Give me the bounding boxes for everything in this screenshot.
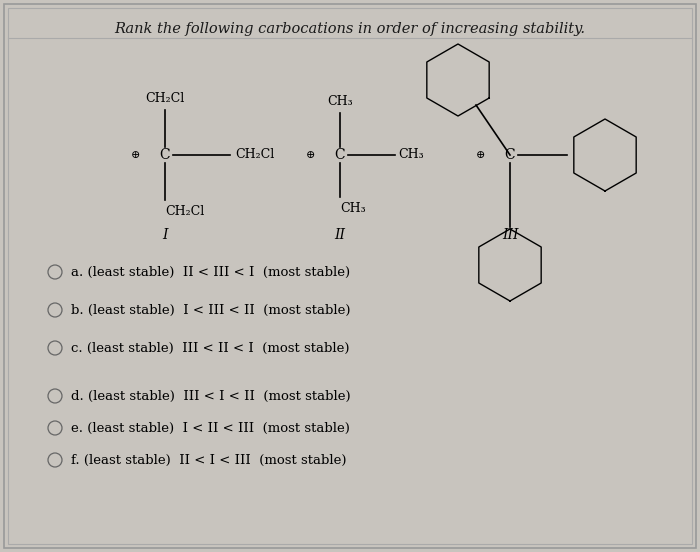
- Text: C: C: [160, 148, 170, 162]
- Text: CH₃: CH₃: [340, 202, 365, 215]
- Text: CH₂Cl: CH₂Cl: [165, 205, 204, 218]
- Text: C: C: [335, 148, 345, 162]
- Text: CH₂Cl: CH₂Cl: [146, 92, 185, 105]
- Text: a. (least stable)  II < III < I  (most stable): a. (least stable) II < III < I (most sta…: [71, 266, 350, 279]
- Text: II: II: [335, 228, 346, 242]
- Text: ⊕: ⊕: [305, 150, 315, 160]
- Text: f. (least stable)  II < I < III  (most stable): f. (least stable) II < I < III (most sta…: [71, 454, 346, 466]
- Text: I: I: [162, 228, 168, 242]
- Text: CH₃: CH₃: [398, 148, 424, 162]
- Text: Rank the following carbocations in order of increasing stability.: Rank the following carbocations in order…: [115, 22, 585, 36]
- Text: d. (least stable)  III < I < II  (most stable): d. (least stable) III < I < II (most sta…: [71, 390, 351, 402]
- Text: ⊕: ⊕: [475, 150, 484, 160]
- Text: III: III: [502, 228, 518, 242]
- Text: c. (least stable)  III < II < I  (most stable): c. (least stable) III < II < I (most sta…: [71, 342, 349, 354]
- Text: b. (least stable)  I < III < II  (most stable): b. (least stable) I < III < II (most sta…: [71, 304, 351, 316]
- Text: C: C: [505, 148, 515, 162]
- Text: ⊕: ⊕: [130, 150, 140, 160]
- Text: e. (least stable)  I < II < III  (most stable): e. (least stable) I < II < III (most sta…: [71, 422, 350, 434]
- Text: CH₃: CH₃: [327, 95, 353, 108]
- Text: CH₂Cl: CH₂Cl: [235, 148, 274, 162]
